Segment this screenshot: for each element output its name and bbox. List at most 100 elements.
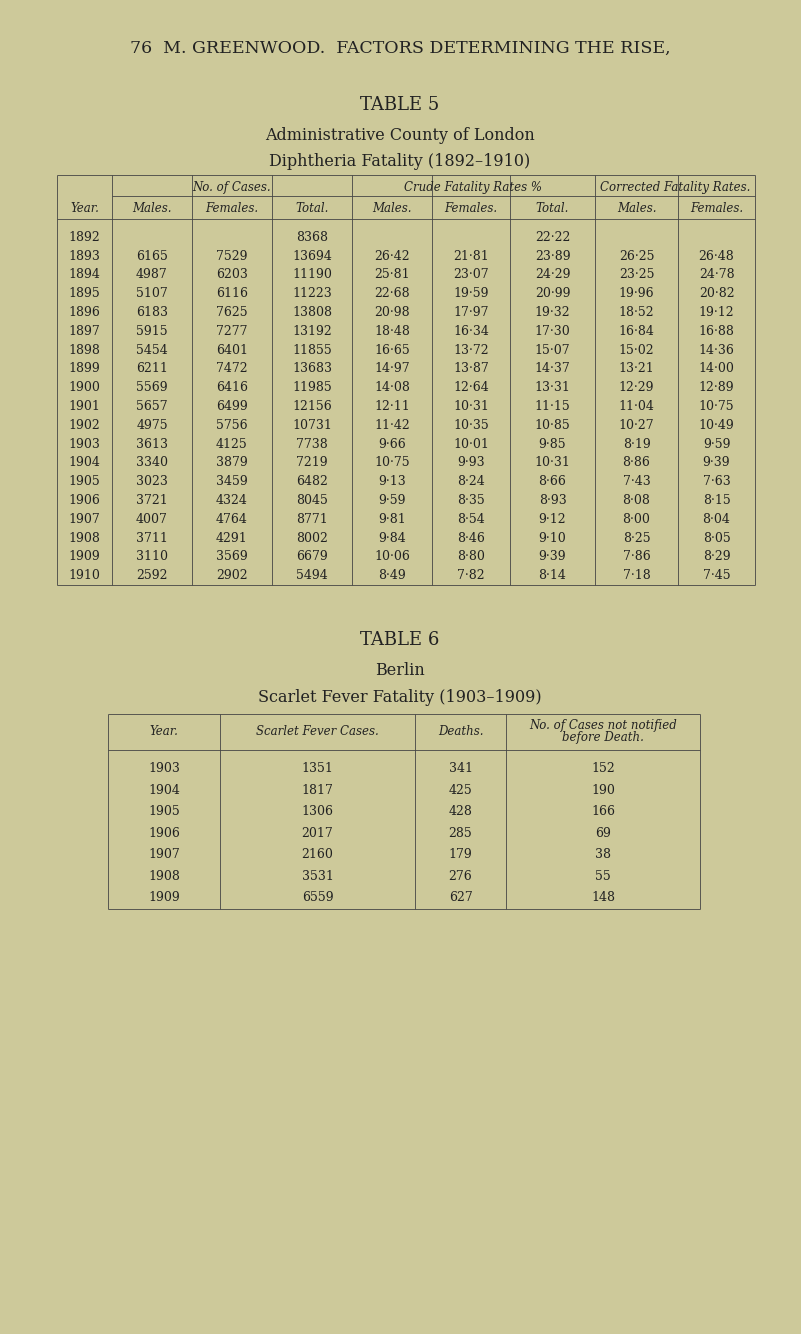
Text: 1903: 1903	[69, 438, 100, 451]
Text: 9·66: 9·66	[378, 438, 406, 451]
Text: 10·31: 10·31	[453, 400, 489, 414]
Text: 10·06: 10·06	[374, 551, 410, 563]
Text: 3569: 3569	[216, 551, 248, 563]
Text: 1908: 1908	[69, 532, 100, 544]
Text: 9·39: 9·39	[539, 551, 566, 563]
Text: 3023: 3023	[136, 475, 168, 488]
Text: 1894: 1894	[69, 268, 100, 281]
Text: 4324: 4324	[216, 494, 248, 507]
Text: 16·34: 16·34	[453, 325, 489, 338]
Text: 5756: 5756	[216, 419, 248, 432]
Text: Males.: Males.	[617, 203, 656, 216]
Text: 1904: 1904	[69, 456, 100, 470]
Text: 11985: 11985	[292, 382, 332, 395]
Text: Year.: Year.	[70, 203, 99, 216]
Text: 7·63: 7·63	[702, 475, 731, 488]
Text: 3721: 3721	[136, 494, 168, 507]
Text: 11855: 11855	[292, 344, 332, 356]
Text: Total.: Total.	[536, 203, 570, 216]
Text: 4291: 4291	[216, 532, 248, 544]
Text: 8·29: 8·29	[702, 551, 731, 563]
Text: 12·11: 12·11	[374, 400, 410, 414]
Text: 2902: 2902	[216, 570, 248, 583]
Text: 13683: 13683	[292, 363, 332, 375]
Text: 3531: 3531	[301, 870, 333, 883]
Text: 11·04: 11·04	[618, 400, 654, 414]
Text: 14·00: 14·00	[698, 363, 735, 375]
Text: 14·36: 14·36	[698, 344, 735, 356]
Text: 7738: 7738	[296, 438, 328, 451]
Text: 1895: 1895	[69, 287, 100, 300]
Text: 1904: 1904	[148, 784, 180, 796]
Text: 1306: 1306	[301, 806, 333, 819]
Text: 1906: 1906	[69, 494, 100, 507]
Text: 24·29: 24·29	[535, 268, 570, 281]
Text: 8·93: 8·93	[538, 494, 566, 507]
Text: 11223: 11223	[292, 287, 332, 300]
Text: 6203: 6203	[216, 268, 248, 281]
Text: 5657: 5657	[136, 400, 168, 414]
Text: Berlin: Berlin	[375, 662, 425, 679]
Text: 10·01: 10·01	[453, 438, 489, 451]
Text: 5494: 5494	[296, 570, 328, 583]
Text: 25·81: 25·81	[374, 268, 410, 281]
Text: 69: 69	[595, 827, 611, 840]
Text: 9·59: 9·59	[378, 494, 406, 507]
Text: 3711: 3711	[136, 532, 168, 544]
Text: 13·21: 13·21	[618, 363, 654, 375]
Text: 18·48: 18·48	[374, 325, 410, 338]
Text: 8·00: 8·00	[622, 512, 650, 526]
Text: 19·96: 19·96	[618, 287, 654, 300]
Text: 5454: 5454	[136, 344, 168, 356]
Text: 9·84: 9·84	[378, 532, 406, 544]
Text: 2592: 2592	[136, 570, 167, 583]
Text: 23·89: 23·89	[535, 249, 570, 263]
Text: 12156: 12156	[292, 400, 332, 414]
Text: 12·89: 12·89	[698, 382, 735, 395]
Text: 6559: 6559	[302, 891, 333, 904]
Text: 7·18: 7·18	[622, 570, 650, 583]
Text: 1910: 1910	[69, 570, 100, 583]
Text: 15·02: 15·02	[618, 344, 654, 356]
Text: 14·08: 14·08	[374, 382, 410, 395]
Text: 23·07: 23·07	[453, 268, 489, 281]
Text: 10·85: 10·85	[534, 419, 570, 432]
Text: 8·86: 8·86	[622, 456, 650, 470]
Text: 4125: 4125	[216, 438, 248, 451]
Text: 76  M. GREENWOOD.  FACTORS DETERMINING THE RISE,: 76 M. GREENWOOD. FACTORS DETERMINING THE…	[130, 40, 670, 56]
Text: 10·75: 10·75	[374, 456, 410, 470]
Text: Deaths.: Deaths.	[438, 724, 483, 738]
Text: 14·97: 14·97	[374, 363, 410, 375]
Text: No. of Cases not notified: No. of Cases not notified	[529, 719, 677, 732]
Text: 26·48: 26·48	[698, 249, 735, 263]
Text: Year.: Year.	[150, 724, 179, 738]
Text: 7·82: 7·82	[457, 570, 485, 583]
Text: 3340: 3340	[136, 456, 168, 470]
Text: 1907: 1907	[148, 848, 180, 862]
Text: 17·30: 17·30	[534, 325, 570, 338]
Text: 179: 179	[449, 848, 473, 862]
Text: 4987: 4987	[136, 268, 168, 281]
Text: 12·64: 12·64	[453, 382, 489, 395]
Text: Crude Fatality Rates %: Crude Fatality Rates %	[405, 180, 542, 193]
Text: 10·27: 10·27	[618, 419, 654, 432]
Text: 1909: 1909	[148, 891, 180, 904]
Text: 17·97: 17·97	[453, 305, 489, 319]
Text: 13808: 13808	[292, 305, 332, 319]
Text: 7·86: 7·86	[622, 551, 650, 563]
Text: 8045: 8045	[296, 494, 328, 507]
Text: 9·39: 9·39	[702, 456, 731, 470]
Text: 1899: 1899	[69, 363, 100, 375]
Text: 19·12: 19·12	[698, 305, 735, 319]
Text: 1897: 1897	[69, 325, 100, 338]
Text: 8·25: 8·25	[622, 532, 650, 544]
Text: 16·84: 16·84	[618, 325, 654, 338]
Text: 18·52: 18·52	[618, 305, 654, 319]
Text: 26·42: 26·42	[374, 249, 410, 263]
Text: 425: 425	[449, 784, 473, 796]
Text: 4764: 4764	[216, 512, 248, 526]
Text: 14·37: 14·37	[534, 363, 570, 375]
Text: 20·98: 20·98	[374, 305, 410, 319]
Text: 8·05: 8·05	[702, 532, 731, 544]
Text: 8·49: 8·49	[378, 570, 406, 583]
